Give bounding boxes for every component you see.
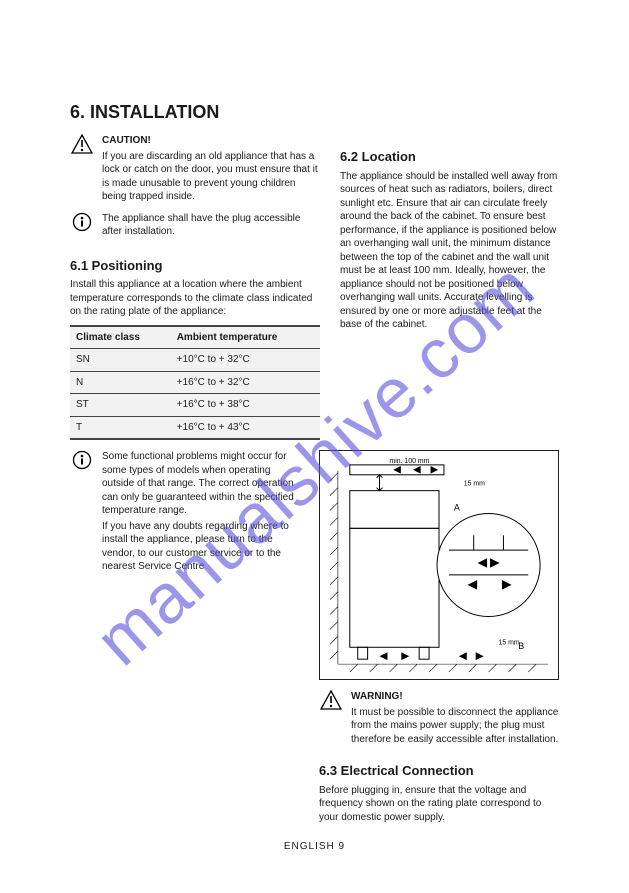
climate-th-temp: Ambient temperature	[171, 326, 320, 349]
caution-icon	[70, 134, 94, 206]
climate-th-class: Climate class	[70, 326, 171, 349]
table-cell: +16°C to + 38°C	[171, 394, 320, 417]
electrical-body: Before plugging in, ensure that the volt…	[319, 784, 559, 825]
table-cell: ST	[70, 394, 171, 417]
diagram-label-a: A	[454, 503, 460, 513]
installation-diagram: min. 100 mm A B 15 mm 15 mm	[319, 450, 559, 680]
warning-body: It must be possible to disconnect the ap…	[351, 706, 559, 747]
info2-body1: Some functional problems might occur for…	[102, 450, 299, 518]
diagram-label-top: min. 100 mm	[389, 458, 429, 465]
table-cell: +16°C to + 43°C	[171, 416, 320, 439]
caution-label: CAUTION!	[102, 135, 151, 146]
location-heading: 6.2 Location	[340, 148, 559, 166]
warning-icon	[319, 690, 343, 748]
table-cell: +10°C to + 32°C	[171, 349, 320, 372]
table-cell: SN	[70, 349, 171, 372]
table-cell: +16°C to + 32°C	[171, 371, 320, 394]
climate-table: Climate class Ambient temperature SN+10°…	[70, 325, 320, 441]
table-cell: N	[70, 371, 171, 394]
page-number: ENGLISH 9	[0, 840, 629, 854]
info-icon	[70, 212, 94, 243]
caution-body: If you are discarding an old appliance t…	[102, 150, 320, 204]
diagram-dim-b: 15 mm	[498, 640, 519, 647]
info1-body: The appliance shall have the plug access…	[102, 212, 320, 239]
positioning-body: Install this appliance at a location whe…	[70, 278, 320, 319]
warning-label: WARNING!	[351, 691, 403, 702]
positioning-heading: 6.1 Positioning	[70, 257, 320, 275]
info2-body2: If you have any doubts regarding where t…	[102, 520, 299, 574]
table-cell: T	[70, 416, 171, 439]
info-icon	[70, 450, 94, 576]
section-title: 6. INSTALLATION	[70, 100, 559, 124]
electrical-heading: 6.3 Electrical Connection	[319, 762, 559, 780]
diagram-dim-a: 15 mm	[464, 481, 485, 488]
location-body: The appliance should be installed well a…	[340, 170, 559, 332]
